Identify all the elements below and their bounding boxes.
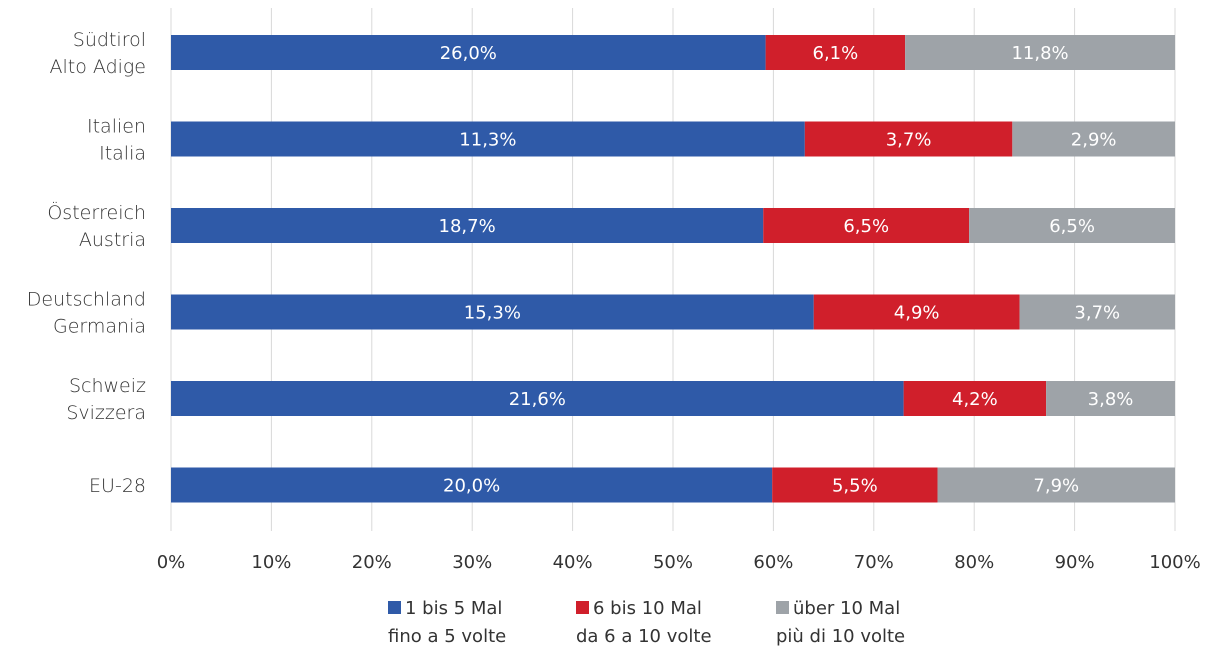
bar-value-label: 4,2% — [952, 389, 998, 410]
bar-value-label: 6,5% — [843, 216, 889, 237]
legend-label: 6 bis 10 Mal — [593, 598, 702, 619]
bar-value-label: 3,7% — [886, 130, 932, 151]
bar-segment — [171, 208, 764, 243]
bar-value-label: 7,9% — [1033, 476, 1079, 497]
bar-segment — [905, 35, 1175, 70]
category-label: Italia — [99, 143, 146, 165]
bar-segment — [171, 294, 814, 330]
category-label: Alto Adige — [50, 56, 146, 78]
legend-swatch — [388, 601, 401, 614]
bar-value-label: 20,0% — [443, 476, 500, 497]
x-tick-label: 70% — [854, 552, 894, 573]
x-tick-label: 60% — [753, 552, 793, 573]
bar-value-label: 21,6% — [509, 389, 566, 410]
bar-segment — [804, 121, 1013, 157]
bar-value-label: 6,1% — [813, 43, 859, 64]
bar-segment — [772, 467, 938, 503]
x-tick-label: 30% — [452, 552, 492, 573]
category-label: Österreich — [47, 201, 146, 224]
x-tick-label: 20% — [352, 552, 392, 573]
bar-value-label: 6,5% — [1049, 216, 1095, 237]
x-axis-ticks: 0% 10% 20% 30% 40% 50% 60% 70% 80% 90% 100% — [157, 552, 1201, 573]
bar-data-labels: 26,0% 6,1% 11,8% 11,3% 3,7% 2,9% 18,7% 6,5% 6,5%… — [439, 43, 1134, 497]
x-tick-label: 40% — [553, 552, 593, 573]
legend-label: più di 10 volte — [776, 626, 905, 647]
x-tick-label: 50% — [653, 552, 693, 573]
bar-segment — [969, 208, 1175, 243]
bar-value-label: 3,8% — [1088, 389, 1134, 410]
category-label: Schweiz — [69, 375, 146, 397]
bars — [171, 35, 1175, 503]
gridlines — [170, 8, 1176, 531]
category-label: EU-28 — [89, 475, 146, 497]
category-label: Svizzera — [66, 402, 146, 424]
legend-label: über 10 Mal — [793, 598, 900, 619]
bar-value-label: 3,7% — [1074, 303, 1120, 324]
bar-segment — [171, 35, 766, 70]
bar-segment — [171, 121, 805, 157]
legend-label: fino a 5 volte — [388, 626, 506, 647]
bar-value-label: 2,9% — [1071, 130, 1117, 151]
x-tick-label: 100% — [1149, 552, 1200, 573]
legend-swatch — [776, 601, 789, 614]
legend-label: 1 bis 5 Mal — [405, 598, 502, 619]
legend: 1 bis 5 Mal fino a 5 volte 6 bis 10 Mal da … — [388, 598, 905, 647]
category-label: Austria — [79, 229, 146, 251]
x-tick-label: 80% — [954, 552, 994, 573]
category-label: Südtirol — [73, 29, 146, 51]
bar-segment — [765, 35, 906, 70]
category-label: Germania — [53, 316, 146, 338]
bar-segment — [1046, 381, 1175, 416]
bar-value-label: 26,0% — [440, 43, 497, 64]
bar-value-label: 5,5% — [832, 476, 878, 497]
legend-swatch — [576, 601, 589, 614]
bar-value-label: 4,9% — [894, 303, 940, 324]
category-label: Italien — [87, 116, 146, 138]
bar-segment — [813, 294, 1020, 330]
bar-segment — [763, 208, 970, 243]
bar-segment — [903, 381, 1047, 416]
legend-label: da 6 a 10 volte — [576, 626, 712, 647]
category-labels: Südtirol Alto Adige Italien Italia Österreic… — [27, 29, 146, 497]
bar-segment — [171, 467, 773, 503]
bar-segment — [171, 381, 904, 416]
x-tick-label: 90% — [1055, 552, 1095, 573]
bar-segment — [1012, 121, 1175, 157]
x-tick-label: 10% — [251, 552, 291, 573]
bar-value-label: 11,8% — [1011, 43, 1068, 64]
bar-segment — [937, 467, 1175, 503]
category-label: Deutschland — [27, 289, 146, 311]
bar-value-label: 18,7% — [439, 216, 496, 237]
bar-value-label: 15,3% — [464, 303, 521, 324]
bar-segment — [1019, 294, 1175, 330]
x-tick-label: 0% — [157, 552, 186, 573]
bar-value-label: 11,3% — [459, 130, 516, 151]
